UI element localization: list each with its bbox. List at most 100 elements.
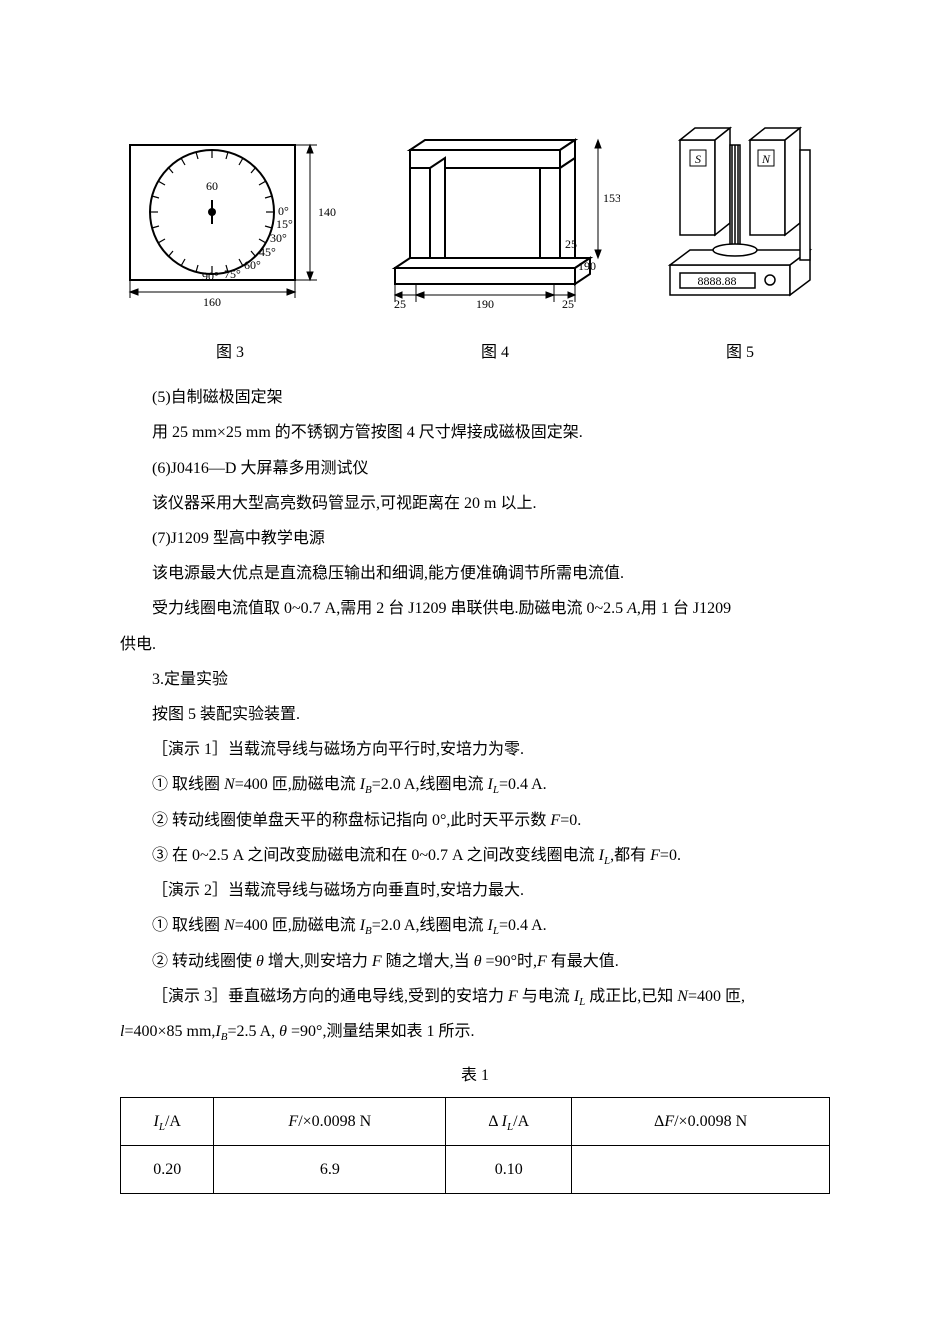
fig4-leg-r: 25 [562,297,574,310]
fig3-top-label: 60 [206,179,218,193]
d2s2-b: 增大,则安培力 [264,953,372,970]
para-6-text: 该仪器采用大型高亮数码管显示,可视距离在 20 m 以上. [120,486,830,521]
fig3-ang-15: 15° [276,217,293,231]
d2s1-IBsub: B [365,926,372,938]
d3-N: N [677,988,688,1005]
p7a: 受力线圈电流值取 0~0.7 A,需用 2 台 J1209 串联供电.励磁电流 … [152,600,627,617]
figure-3-svg: 60 0° 15° 30° 45° 60° 75° 90° 160 [120,120,340,310]
demo3-params: l=400×85 mm,IB=2.5 A, θ =90°,测量结果如表 1 所示… [120,1014,830,1049]
table1-caption: 表 1 [120,1058,830,1093]
fig3-ang-60: 60° [244,258,261,272]
figure-4-caption: 图 4 [370,335,620,370]
fig4-height: 153 [603,191,620,205]
th1-post: /A [165,1113,181,1130]
d1s3-F: F [650,847,660,864]
table-header-row: IL/A F/×0.0098 N Δ IL/A ΔF/×0.0098 N [121,1097,830,1145]
td-1-1: 0.20 [121,1146,214,1194]
figure-5: 8888.88 [650,120,830,310]
figure-3-caption: 图 3 [120,335,340,370]
para-7-text1: 该电源最大优点是直流稳压输出和细调,能方便准确调节所需电流值. [120,556,830,591]
demo2-step1: ① 取线圈 N=400 匝,励磁电流 IB=2.0 A,线圈电流 IL=0.4 … [120,908,830,943]
th4-d: Δ [654,1113,664,1130]
demo3-title: ［演示 3］垂直磁场方向的通电导线,受到的安培力 F 与电流 IL 成正比,已知… [120,979,830,1014]
d2s2-d: =90°时, [482,953,537,970]
d3-c: 成正比,已知 [585,988,677,1005]
figure-4-svg: 153 190 25 190 [370,120,620,310]
demo1-step2: ② 转动线圈使单盘天平的称盘标记指向 0°,此时天平示数 F=0. [120,803,830,838]
document-page: 60 0° 15° 30° 45° 60° 75° 90° 160 [0,0,950,1344]
fig3-ang-0: 0° [278,204,289,218]
figure-5-svg: 8888.88 [650,120,830,310]
demo1-step3: ③ 在 0~2.5 A 之间改变励磁电流和在 0~0.7 A 之间改变线圈电流 … [120,838,830,873]
p7-italic-A: A [627,600,637,617]
fig3-height: 140 [318,205,336,219]
d3-F: F [508,988,518,1005]
p7b: ,用 1 台 J1209 [637,600,731,617]
d2s1-N: N [224,917,235,934]
demo1-step1: ① 取线圈 N=400 匝,励磁电流 IB=2.0 A,线圈电流 IL=0.4 … [120,767,830,802]
fig3-ang-90: 90° [202,269,219,283]
demo1-title: ［演示 1］当载流导线与磁场方向平行时,安培力为零. [120,732,830,767]
d2s1-a: ① 取线圈 [152,917,224,934]
figure-3: 60 0° 15° 30° 45° 60° 75° 90° 160 [120,120,340,310]
th-dIL: Δ IL/A [446,1097,572,1145]
d2s2-c: 随之增大,当 [382,953,474,970]
th4-F: F [664,1113,674,1130]
fig4-far25: 25 [565,237,577,251]
fig3-width: 160 [203,295,221,309]
fig3-ang-75: 75° [224,267,241,281]
d1s1-d: =0.4 A. [499,776,547,793]
para-6-heading: (6)J0416—D 大屏幕多用测试仪 [120,451,830,486]
d2s2-th1: θ [256,953,264,970]
fig3-ang-45: 45° [259,245,276,259]
d3p-th: θ [279,1023,287,1040]
td-1-2: 6.9 [214,1146,446,1194]
fig5-n: N [761,152,771,166]
d2s2-th2: θ [474,953,482,970]
d2s1-d: =0.4 A. [499,917,547,934]
th-IL: IL/A [121,1097,214,1145]
d1s3-a: ③ 在 0~2.5 A 之间改变励磁电流和在 0~0.7 A 之间改变线圈电流 [152,847,599,864]
figure-captions: 图 3 图 4 图 5 [120,335,830,370]
d3-a: ［演示 3］垂直磁场方向的通电导线,受到的安培力 [152,988,508,1005]
d2s2-F1: F [372,953,382,970]
d2s2-a: ② 转动线圈使 [152,953,256,970]
fig4-leg-l: 25 [394,297,406,310]
fig4-width: 190 [476,297,494,310]
th2-post: /×0.0098 N [298,1113,371,1130]
td-1-4 [572,1146,830,1194]
figures-row: 60 0° 15° 30° 45° 60° 75° 90° 160 [120,120,830,310]
d1s1-IBsub: B [365,784,372,796]
th2-F: F [288,1113,298,1130]
para-section3: 3.定量实验 [120,662,830,697]
d1s2-b: =0. [560,812,581,829]
d1s1-c: =2.0 A,线圈电流 [372,776,488,793]
d2s1-c: =2.0 A,线圈电流 [372,917,488,934]
d3p-d: =90°,测量结果如表 1 所示. [287,1023,474,1040]
table-1: IL/A F/×0.0098 N Δ IL/A ΔF/×0.0098 N 0.2… [120,1097,830,1195]
figure-4: 153 190 25 190 [370,120,620,310]
para-assemble: 按图 5 装配实验装置. [120,697,830,732]
table-row: 0.20 6.9 0.10 [121,1146,830,1194]
d3p-c: =2.5 A, [227,1023,279,1040]
th3-post: /A [513,1113,529,1130]
d1s1-a: ① 取线圈 [152,776,224,793]
th3-d: Δ [488,1113,501,1130]
th-dF: ΔF/×0.0098 N [572,1097,830,1145]
th-F: F/×0.0098 N [214,1097,446,1145]
d1s3-c: =0. [660,847,681,864]
para-5-text: 用 25 mm×25 mm 的不锈钢方管按图 4 尺寸焊接成磁极固定架. [120,415,830,450]
d3-d: =400 匝, [688,988,745,1005]
d2s1-b: =400 匝,励磁电流 [235,917,360,934]
d2s2-e: 有最大值. [547,953,619,970]
d3-b: 与电流 [518,988,574,1005]
para-7-text2: 受力线圈电流值取 0~0.7 A,需用 2 台 J1209 串联供电.励磁电流 … [120,591,830,626]
fig3-ang-30: 30° [270,231,287,245]
d1s3-b: ,都有 [610,847,650,864]
d1s1-b: =400 匝,励磁电流 [235,776,360,793]
d1s2-F: F [550,812,560,829]
fig5-display: 8888.88 [698,274,737,288]
para-7-heading: (7)J1209 型高中教学电源 [120,521,830,556]
fig5-s: S [695,152,701,166]
fig4-depth: 190 [578,259,596,273]
